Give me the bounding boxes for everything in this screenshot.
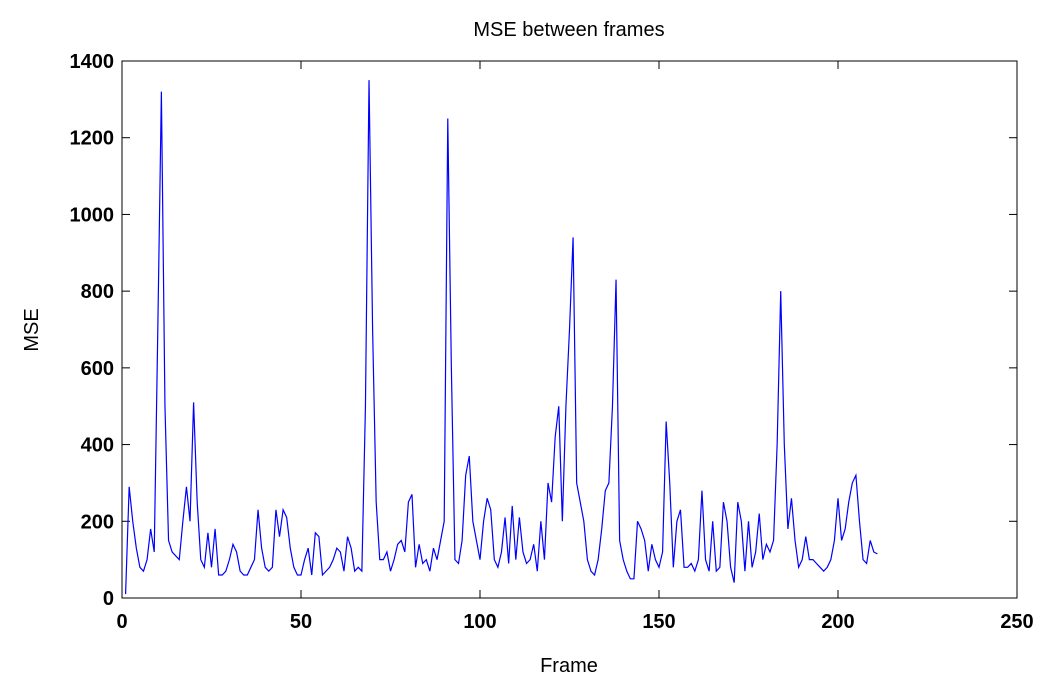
y-axis-label: MSE: [21, 308, 43, 351]
y-tick-label: 1200: [70, 128, 115, 150]
x-tick-label: 50: [290, 611, 312, 633]
y-tick-label: 200: [81, 511, 114, 533]
y-tick-label: 800: [81, 281, 114, 303]
x-tick-label: 0: [116, 611, 127, 633]
y-tick-label: 600: [81, 358, 114, 380]
chart-title: MSE between frames: [473, 19, 664, 41]
x-tick-label: 250: [1000, 611, 1033, 633]
data-line: [124, 80, 878, 595]
x-tick-label: 200: [821, 611, 854, 633]
y-tick-label: 0: [103, 588, 114, 610]
x-tick-label: 100: [463, 611, 496, 633]
axes-box: [121, 60, 1018, 599]
y-tick-label: 1400: [70, 51, 115, 73]
y-tick-label: 400: [81, 435, 114, 457]
y-tick-label: 1000: [70, 204, 115, 226]
x-tick-label: 150: [642, 611, 675, 633]
x-axis-label: Frame: [540, 655, 598, 677]
